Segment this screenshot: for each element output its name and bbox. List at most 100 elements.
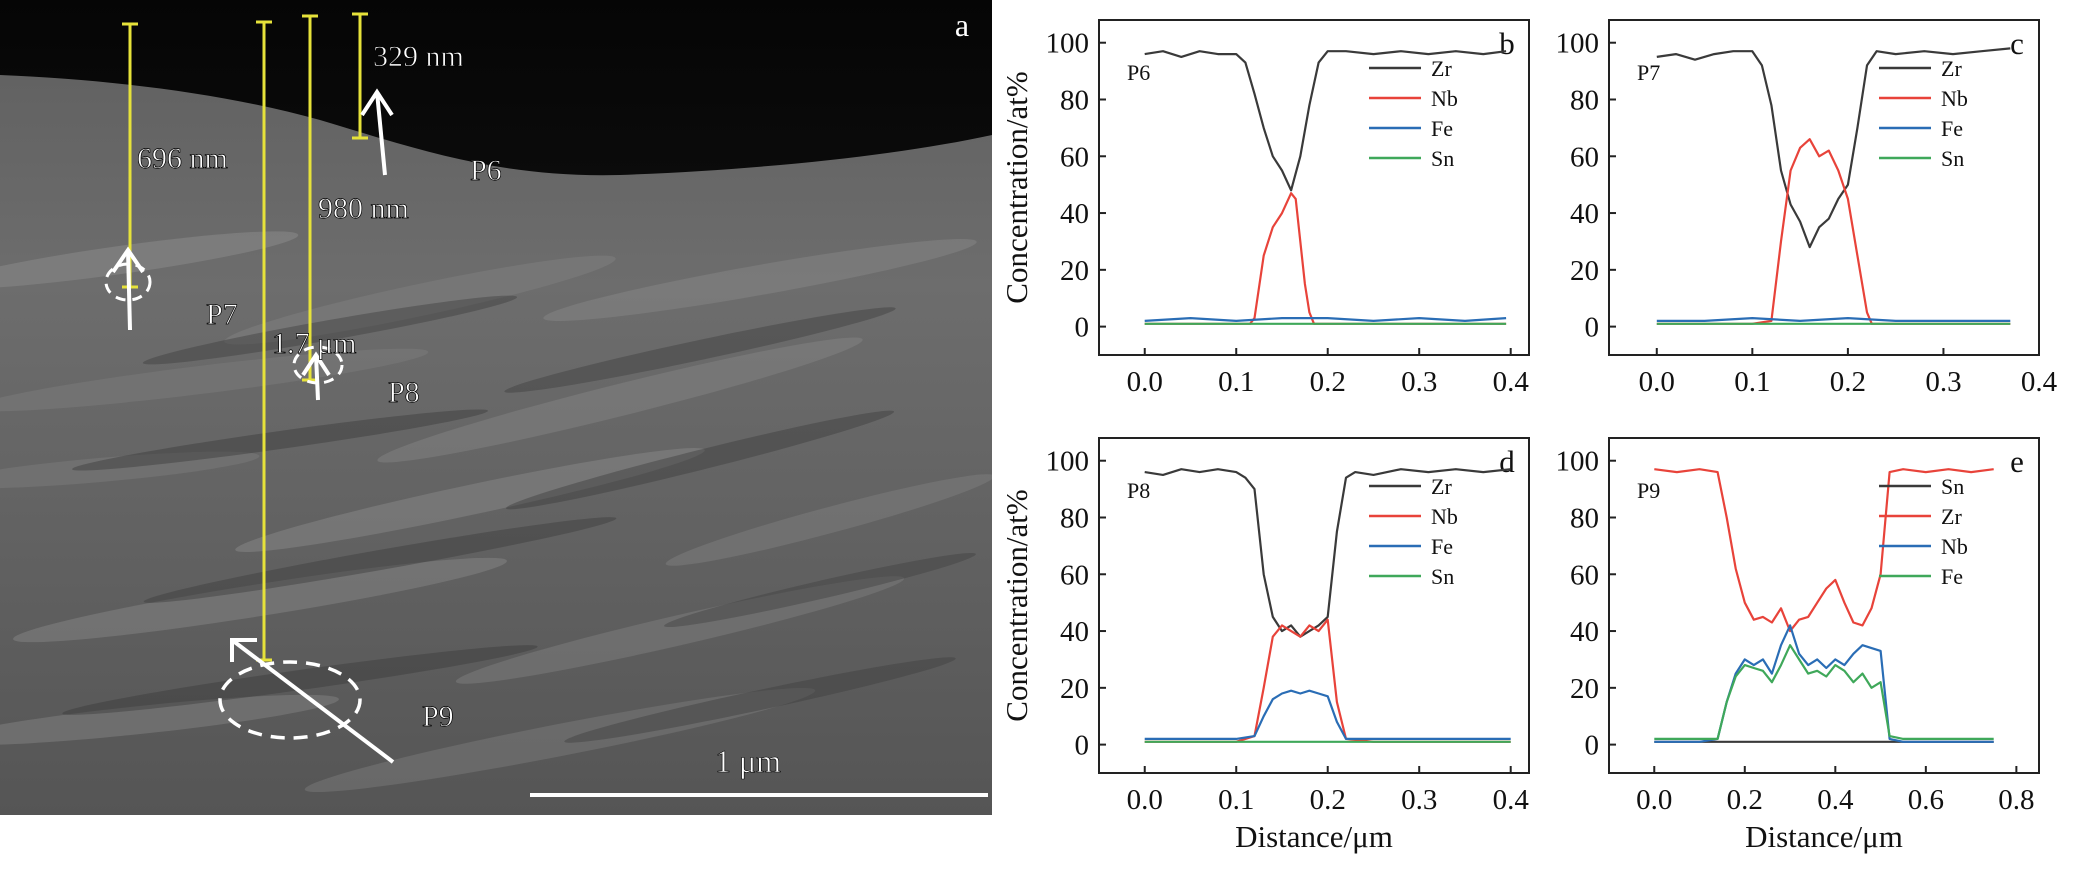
stem-image: 1 μm a 329 nm 696 nm 980 nm 1.7 μm P6 P7… [0,0,995,815]
legend-entry: Sn [1941,474,1964,499]
plot-frame [1608,437,2040,774]
series-line-Nb [1144,192,1507,325]
y-tick-label: 100 [1046,28,1090,60]
chart-panel-e: 0.0 0.2 0.4 0.6 0.8 0 20 40 60 80 100 Distance/μm e P… [1556,437,2040,854]
y-tick-label: 20 [1060,255,1089,287]
y-tick-label: 100 [1556,28,1600,60]
x-tick-label: 0.1 [1734,366,1770,398]
x-tick-label: 0.6 [1908,784,1944,816]
series-line-Zr [1144,50,1507,192]
point-annotation: P7 [1637,60,1660,85]
x-tick-label: 0.1 [1218,784,1254,816]
point-annotation: P9 [1637,478,1660,503]
oxide-layer [0,0,992,176]
line-profile-charts: 0.0 0.1 0.2 0.3 0.4 0 20 40 60 80 100 Concentration… [992,0,2083,865]
legend-entry: Sn [1941,146,1964,171]
y-tick-label: 60 [1060,141,1089,173]
chart-panel-c: 0.0 0.1 0.2 0.3 0.4 0 20 40 60 80 100 c P7 Zr Nb Fe Sn [1556,19,2058,398]
region-label: P9 [422,700,454,733]
y-tick-label: 80 [1060,84,1089,116]
y-tick-label: 100 [1046,446,1090,478]
legend-entry: Fe [1941,116,1963,141]
x-axis-label: Distance/μm [1235,819,1393,854]
series-line-Nb [1144,618,1511,743]
series-line-Fe [1656,317,2011,322]
y-axis-label: Concentration/at% [999,71,1034,303]
series-line-Zr [1654,468,1994,633]
panel-letter: e [2010,444,2024,479]
panel-letter-a: a [955,7,969,43]
legend-entry: Zr [1941,56,1962,81]
y-tick-label: 20 [1570,255,1599,287]
y-tick-label: 60 [1570,141,1599,173]
series-line-Zr [1144,468,1511,638]
arrow-p7 [126,249,132,331]
y-tick-label: 40 [1570,616,1599,648]
y-tick-label: 0 [1075,312,1090,344]
scale-bar-label: 1 μm [715,743,781,779]
depth-label: 329 nm [373,40,464,73]
x-tick-label: 0.0 [1127,784,1163,816]
plot-frame [1098,437,1530,774]
region-label: P8 [388,376,420,409]
x-tick-label: 0.2 [1727,784,1763,816]
x-axis-label: Distance/μm [1745,819,1903,854]
plot-frame [1608,19,2040,356]
x-tick-label: 0.4 [1817,784,1854,816]
legend-entry: Zr [1431,56,1452,81]
legend-entry: Sn [1431,146,1454,171]
depth-label: 696 nm [137,142,228,175]
x-tick-label: 0.1 [1218,366,1254,398]
panel-letter: c [2010,26,2024,61]
y-tick-label: 80 [1570,84,1599,116]
region-label: P6 [470,154,502,187]
x-tick-label: 0.0 [1636,784,1672,816]
chart-panel-d: 0.0 0.1 0.2 0.3 0.4 0 20 40 60 80 100 Concentration… [999,437,1530,854]
legend-entry: Nb [1941,534,1968,559]
x-tick-label: 0.3 [1925,366,1961,398]
x-tick-label: 0.3 [1401,784,1437,816]
lamellae-dark [62,295,976,743]
series-line-Fe [1144,317,1507,322]
x-tick-label: 0.0 [1639,366,1675,398]
legend-entry: Sn [1431,564,1454,589]
y-tick-label: 20 [1060,673,1089,705]
circle-p9 [218,660,362,740]
y-tick-label: 80 [1570,502,1599,534]
stem-image-panel: 1 μm a 329 nm 696 nm 980 nm 1.7 μm P6 P7… [0,0,995,815]
y-tick-label: 40 [1060,198,1089,230]
point-annotation: P6 [1127,60,1150,85]
circle-p7 [104,262,152,302]
analysis-markers [104,88,395,764]
y-tick-label: 100 [1556,446,1600,478]
region-label: P7 [206,298,238,331]
x-tick-label: 0.0 [1127,366,1163,398]
lamellae-texture [0,231,995,793]
depth-label: 1.7 μm [272,327,356,360]
legend-entry: Nb [1431,86,1458,111]
depth-label: 980 nm [318,192,409,225]
series-line-Fe [1654,644,1994,741]
point-annotation: P8 [1127,478,1150,503]
y-tick-label: 60 [1060,559,1089,591]
legend-entry: Fe [1941,564,1963,589]
y-tick-label: 80 [1060,502,1089,534]
plot-frame [1098,19,1530,356]
y-tick-label: 60 [1570,559,1599,591]
legend-entry: Fe [1431,534,1453,559]
chart-panel-b: 0.0 0.1 0.2 0.3 0.4 0 20 40 60 80 100 Concentration… [999,19,1530,398]
x-tick-label: 0.2 [1310,366,1346,398]
panel-letter: b [1499,26,1515,61]
y-tick-label: 40 [1060,616,1089,648]
series-line-Nb [1654,624,1994,743]
y-tick-label: 0 [1585,730,1600,762]
x-tick-label: 0.4 [1493,784,1530,816]
y-tick-label: 0 [1585,312,1600,344]
x-tick-label: 0.3 [1401,366,1437,398]
x-tick-label: 0.4 [1493,366,1530,398]
legend-entry: Zr [1941,504,1962,529]
charts-svg: 0.0 0.1 0.2 0.3 0.4 0 20 40 60 80 100 Concentration… [999,19,2058,854]
legend-entry: Zr [1431,474,1452,499]
x-tick-label: 0.8 [1998,784,2034,816]
panel-letter: d [1499,444,1515,479]
